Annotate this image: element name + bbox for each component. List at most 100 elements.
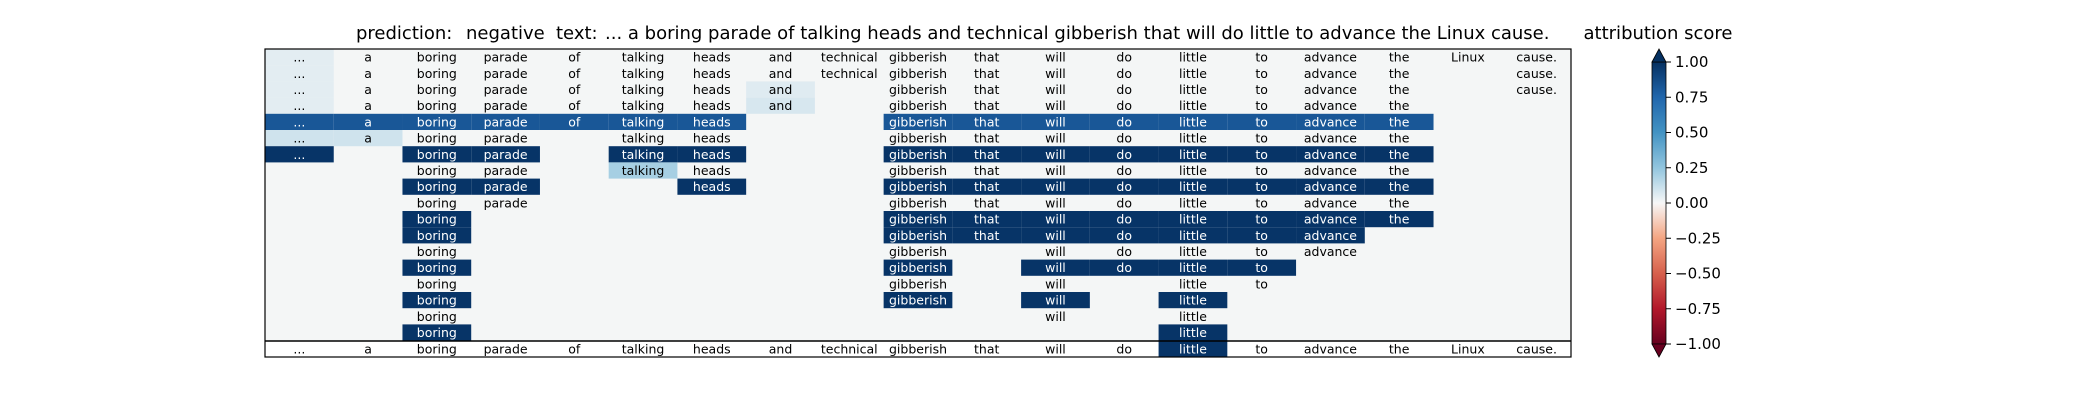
heatmap-row-7-token-label: heads bbox=[693, 163, 731, 178]
heatmap-row-6-token-label: ... bbox=[293, 147, 305, 162]
heatmap-row-6-token-label: advance bbox=[1304, 147, 1357, 162]
heatmap-bottom-row-token-label: cause. bbox=[1516, 342, 1557, 357]
heatmap-row-3-token-label: little bbox=[1179, 98, 1207, 113]
colorbar-tick-label: 0.50 bbox=[1675, 124, 1708, 142]
heatmap-row-11-token-label: will bbox=[1045, 228, 1066, 243]
heatmap-row-8-cell bbox=[1089, 178, 1159, 195]
heatmap-row-0-token-label: of bbox=[568, 50, 581, 65]
heatmap-row-0-token-label: ... bbox=[293, 50, 305, 65]
heatmap-bottom-row-token-label: Linux bbox=[1451, 342, 1485, 357]
heatmap-row-15-token-label: will bbox=[1045, 293, 1066, 308]
heatmap-row-0-token-label: technical bbox=[821, 50, 878, 65]
heatmap-row-16-token-label: boring bbox=[417, 309, 457, 324]
heatmap-row-5-cell bbox=[333, 130, 403, 147]
heatmap-row-2-token-label: cause. bbox=[1516, 82, 1557, 97]
heatmap-row-4-cell bbox=[883, 113, 953, 130]
heatmap-row-7-token-label: that bbox=[974, 163, 999, 178]
heatmap-row-15-token-label: boring bbox=[417, 293, 457, 308]
heatmap-row-4-cell bbox=[402, 113, 472, 130]
heatmap-row-4-cell bbox=[1021, 113, 1090, 130]
heatmap-row-4-token-label: the bbox=[1389, 114, 1410, 129]
heatmap-row-0-token-label: and bbox=[769, 50, 793, 65]
heatmap-row-4-cell bbox=[1089, 113, 1159, 130]
heatmap-row-3-token-label: that bbox=[974, 98, 999, 113]
heatmap-row-6-cell bbox=[1021, 146, 1090, 163]
heatmap-row-10-token-label: do bbox=[1116, 212, 1132, 227]
heatmap-row-8-token-label: that bbox=[974, 179, 999, 194]
heatmap-row-2-cell bbox=[746, 81, 815, 98]
heatmap-row-2-token-label: and bbox=[769, 82, 793, 97]
heatmap-row-10-token-label: to bbox=[1255, 212, 1268, 227]
heatmap-row-5-token-label: ... bbox=[293, 131, 305, 146]
heatmap-row-1-token-label: talking bbox=[622, 66, 665, 81]
heatmap-row-0-token-label: parade bbox=[484, 50, 528, 65]
heatmap-row-1-token-label: parade bbox=[484, 66, 528, 81]
heatmap-bottom-row-token-label: do bbox=[1116, 342, 1132, 357]
heatmap-row-8-cell bbox=[1364, 178, 1434, 195]
heatmap-row-3-token-label: boring bbox=[417, 98, 457, 113]
heatmap-row-11-cell bbox=[1089, 227, 1159, 244]
heatmap-row-3-token-label: ... bbox=[293, 98, 305, 113]
colorbar-tick-label: 1.00 bbox=[1675, 53, 1708, 71]
heatmap-row-4-cell bbox=[1158, 113, 1228, 130]
heatmap-row-1-token-label: of bbox=[568, 66, 581, 81]
heatmap-row-2-token-label: parade bbox=[484, 82, 528, 97]
heatmap-row-9-token-label: the bbox=[1389, 195, 1410, 210]
heatmap-row-4-cell bbox=[471, 113, 540, 130]
colorbar-tick-label: −0.75 bbox=[1675, 300, 1721, 318]
heatmap-row-14-token-label: to bbox=[1255, 276, 1268, 291]
heatmap-row-4-cell bbox=[265, 113, 334, 130]
heatmap-row-7-token-label: to bbox=[1255, 163, 1268, 178]
heatmap-row-7-token-label: parade bbox=[484, 163, 528, 178]
heatmap-row-9-token-label: advance bbox=[1304, 195, 1357, 210]
heatmap-row-8-token-label: little bbox=[1179, 179, 1207, 194]
heatmap-row-10-cell bbox=[1021, 211, 1090, 228]
heatmap-row-2-token-label: advance bbox=[1304, 82, 1357, 97]
heatmap-row-6-token-label: talking bbox=[622, 147, 665, 162]
heatmap-row-6-cell bbox=[608, 146, 678, 163]
heatmap-row-5-token-label: that bbox=[974, 131, 999, 146]
heatmap-row-4-token-label: of bbox=[568, 114, 581, 129]
heatmap-row-2-token-label: do bbox=[1116, 82, 1132, 97]
colorbar-extend-top bbox=[1651, 48, 1667, 63]
heatmap-row-3-token-label: parade bbox=[484, 98, 528, 113]
heatmap-bottom-row-token-label: to bbox=[1255, 342, 1268, 357]
heatmap-row-6-cell bbox=[952, 146, 1022, 163]
heatmap-row-3-token-label: do bbox=[1116, 98, 1132, 113]
heatmap-row-2-token-label: that bbox=[974, 82, 999, 97]
heatmap-row-6-cell bbox=[1227, 146, 1297, 163]
colorbar-tick-label: −1.00 bbox=[1675, 335, 1721, 353]
heatmap-row-4-token-label: heads bbox=[693, 114, 731, 129]
heatmap-row-0-token-label: heads bbox=[693, 50, 731, 65]
heatmap-bottom-row-token-label: advance bbox=[1304, 342, 1357, 357]
prediction-value: negative bbox=[466, 23, 545, 44]
heatmap-row-8-cell bbox=[1021, 178, 1090, 195]
heatmap-row-6-cell bbox=[1158, 146, 1228, 163]
heatmap-row-3-token-label: and bbox=[769, 98, 793, 113]
heatmap-row-8-cell bbox=[1296, 178, 1365, 195]
heatmap-row-4-token-label: parade bbox=[484, 114, 528, 129]
heatmap-row-0-token-label: the bbox=[1389, 50, 1410, 65]
heatmap-row-0-token-label: gibberish bbox=[889, 50, 947, 65]
heatmap-row-3-token-label: to bbox=[1255, 98, 1268, 113]
heatmap-bottom-row-token-label: the bbox=[1389, 342, 1410, 357]
heatmap-row-8-token-label: to bbox=[1255, 179, 1268, 194]
heatmap-row-10-token-label: gibberish bbox=[889, 212, 947, 227]
heatmap-row-4-token-label: talking bbox=[622, 114, 665, 129]
colorbar-tick-label: 0.25 bbox=[1675, 159, 1708, 177]
heatmap-row-13-token-label: will bbox=[1045, 260, 1066, 275]
heatmap-row-5-token-label: parade bbox=[484, 131, 528, 146]
heatmap-row-13-cell bbox=[883, 259, 953, 276]
heatmap-row-3-token-label: gibberish bbox=[889, 98, 947, 113]
heatmap-row-0-token-label: cause. bbox=[1516, 50, 1557, 65]
heatmap-row-10-cell bbox=[1364, 211, 1434, 228]
heatmap-row-1-token-label: do bbox=[1116, 66, 1132, 81]
heatmap-row-1-token-label: will bbox=[1045, 66, 1066, 81]
heatmap-row-2-token-label: heads bbox=[693, 82, 731, 97]
heatmap-row-5-token-label: heads bbox=[693, 131, 731, 146]
heatmap-bottom-row-token-label: a bbox=[364, 342, 372, 357]
heatmap-row-4-token-label: a bbox=[364, 114, 372, 129]
heatmap-row-1-token-label: the bbox=[1389, 66, 1410, 81]
prediction-label: prediction: bbox=[356, 23, 452, 44]
